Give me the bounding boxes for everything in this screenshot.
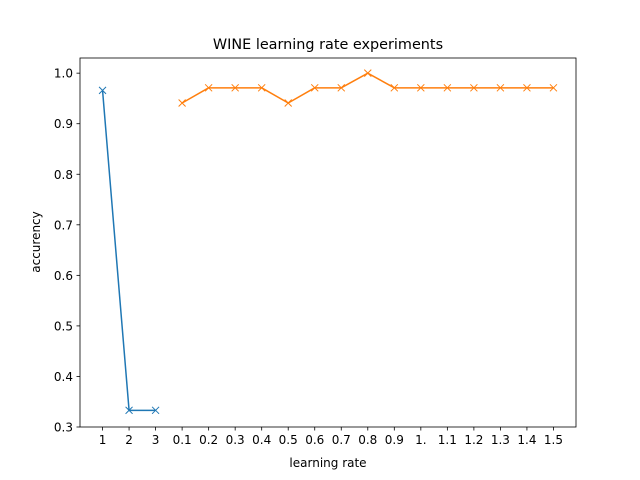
data-point-marker [523, 83, 531, 92]
data-point-marker [416, 83, 425, 92]
data-point-marker [204, 83, 213, 92]
y-tick-label: 0.8 [54, 168, 73, 182]
x-tick-label: 1 [99, 433, 107, 447]
x-tick-label: 0.5 [279, 433, 298, 447]
x-tick-label: 0.2 [199, 433, 218, 447]
y-axis-label: accurency [29, 211, 43, 273]
x-axis-label: learning rate [289, 456, 366, 470]
x-tick-label: 0.9 [385, 433, 404, 447]
axes-frame [79, 57, 577, 428]
data-point-marker [178, 99, 186, 107]
data-point-marker [390, 83, 399, 92]
y-tick-label: 0.4 [54, 370, 73, 384]
x-tick-label: 0.6 [305, 433, 324, 447]
data-point-marker [363, 69, 372, 78]
data-point-marker [310, 83, 319, 92]
x-tick-label: 0.3 [226, 433, 245, 447]
x-tick-label: 1.3 [491, 433, 510, 447]
x-tick-label: 1.2 [464, 433, 483, 447]
y-tick-label: 0.3 [54, 421, 73, 435]
data-point-marker [231, 83, 240, 92]
y-tick-label: 1.0 [54, 67, 73, 81]
data-point-marker [151, 406, 160, 415]
x-tick-label: 3 [152, 433, 160, 447]
data-point-marker [337, 83, 346, 92]
x-tick-label: 0.8 [358, 433, 377, 447]
x-tick-label: 1.1 [438, 433, 457, 447]
data-point-marker [284, 99, 293, 107]
data-point-marker [496, 83, 505, 92]
y-tick-label: 0.6 [54, 269, 73, 283]
x-tick-label: 1. [415, 433, 426, 447]
x-tick-label: 0.1 [173, 433, 192, 447]
data-point-marker [125, 406, 133, 415]
data-point-marker [470, 83, 478, 92]
series-line-1 [101, 90, 156, 412]
x-tick-label: 0.7 [332, 433, 351, 447]
data-point-marker [443, 83, 452, 92]
y-tick-label: 0.7 [54, 218, 73, 232]
plot-area [98, 69, 558, 415]
x-tick-label: 2 [125, 433, 133, 447]
y-tick-label: 0.9 [54, 117, 73, 131]
x-tick-label: 1.4 [517, 433, 536, 447]
y-tick-label: 0.5 [54, 319, 73, 333]
x-tick-label: 0.4 [252, 433, 271, 447]
x-tick-label: 1.5 [544, 433, 563, 447]
series-line-2 [181, 72, 554, 104]
chart-title: WINE learning rate experiments [213, 37, 443, 53]
data-point-marker [98, 86, 107, 95]
data-point-marker [257, 83, 266, 92]
data-point-marker [549, 83, 558, 92]
